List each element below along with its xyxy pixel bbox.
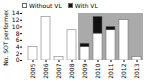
svg-text:2012: 2012: [120, 63, 127, 78]
svg-text:2010: 2010: [94, 63, 101, 78]
svg-text:0: 0: [16, 56, 20, 63]
svg-text:2008: 2008: [68, 63, 75, 78]
svg-text:No. SOT performed: No. SOT performed: [2, 10, 10, 66]
svg-text:4: 4: [16, 43, 20, 50]
html-text:With VL: With VL: [74, 2, 98, 9]
svg-text:2007: 2007: [55, 63, 62, 78]
svg-text:2013: 2013: [133, 63, 140, 78]
svg-text:10: 10: [12, 23, 20, 30]
svg-text:2011: 2011: [107, 63, 114, 78]
svg-text:2005: 2005: [29, 63, 36, 78]
svg-text:2006: 2006: [42, 63, 49, 78]
svg-text:2009: 2009: [81, 63, 88, 78]
svg-text:2: 2: [16, 50, 20, 57]
svg-text:6: 6: [16, 36, 20, 43]
svg-text:14: 14: [12, 10, 20, 16]
svg-text:12: 12: [12, 16, 20, 23]
html-text:Without VL: Without VL: [29, 2, 62, 9]
svg-text:8: 8: [16, 30, 20, 37]
